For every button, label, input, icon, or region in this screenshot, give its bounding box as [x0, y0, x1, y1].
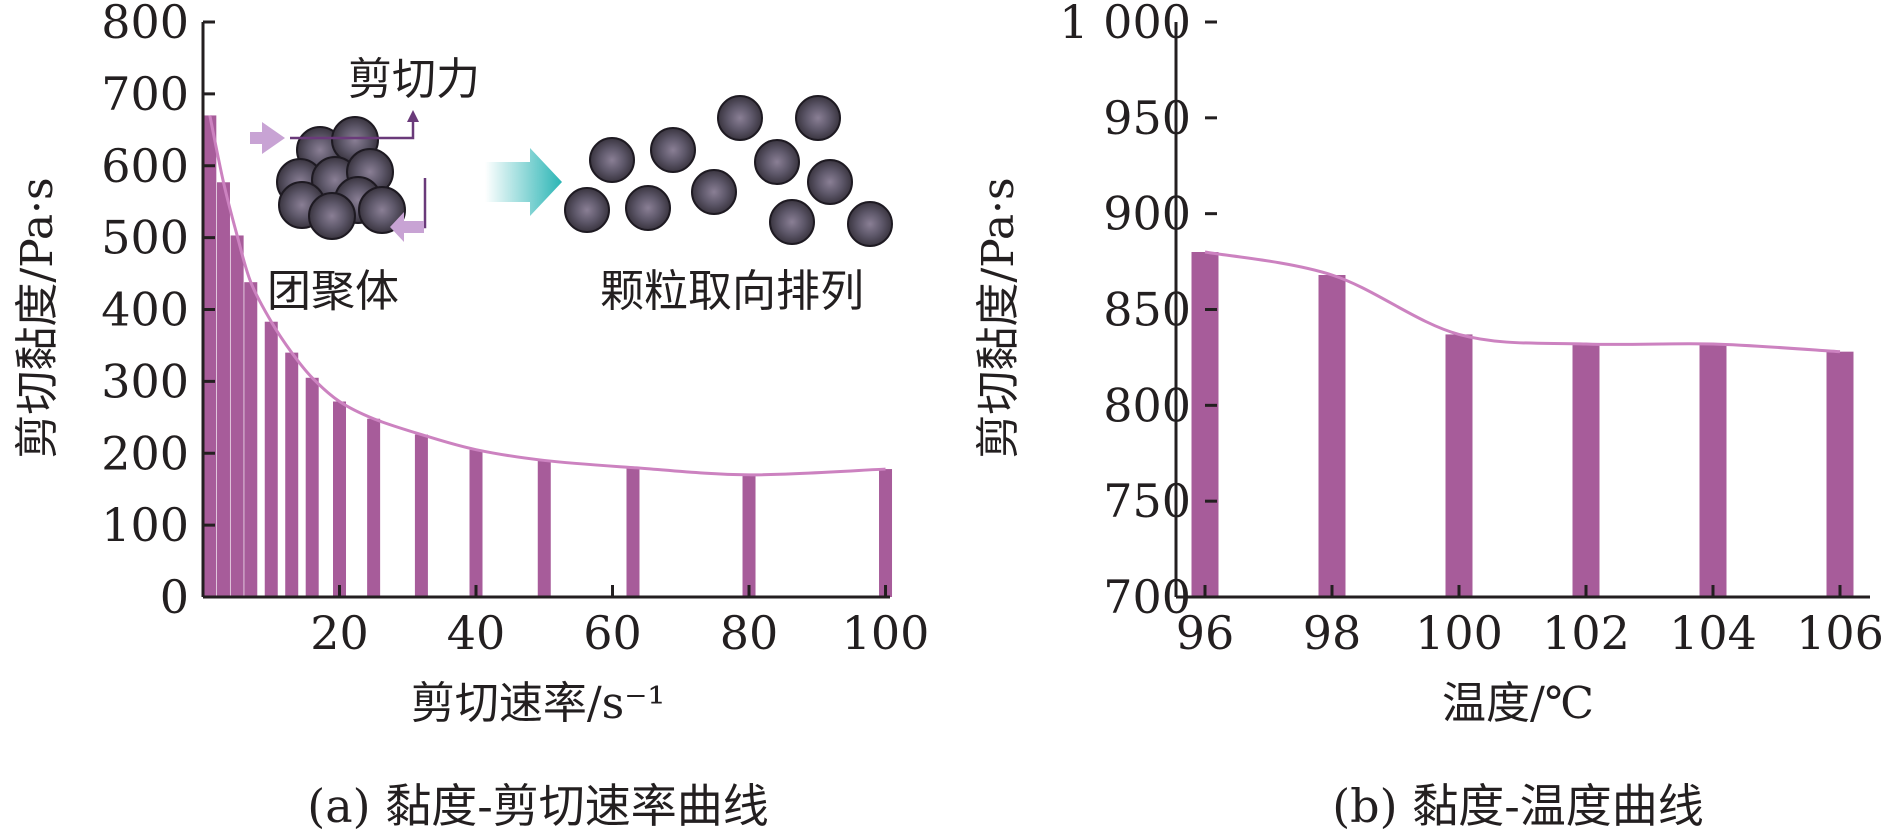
panel-a-inset: 剪切力 团聚体 — [250, 54, 893, 317]
bar — [333, 401, 347, 597]
bar — [305, 377, 319, 597]
bar — [414, 434, 428, 597]
y-tick-label: 200 — [101, 426, 189, 480]
panel-b-y-axis-label: 剪切黏度/Pa·s — [973, 177, 1024, 458]
panel-a: 0 100 200 300 400 500 600 700 800 20 40 60 80 100 剪切… — [12, 0, 929, 833]
bar — [537, 460, 551, 597]
bar — [230, 235, 244, 597]
bar — [1699, 344, 1727, 597]
x-tick-label: 40 — [447, 606, 506, 660]
panel-a-x-ticks: 20 40 60 80 100 — [310, 585, 929, 660]
inset-shear-force-label: 剪切力 — [348, 54, 480, 105]
y-tick-label: 0 — [160, 570, 189, 624]
panel-b: 700 750 800 850 900 950 1 000 96 98 100 102 104 106… — [973, 0, 1884, 833]
panel-b-x-axis-label: 温度/℃ — [1442, 678, 1594, 729]
panel-b-bars — [1191, 252, 1854, 597]
y-tick-label: 500 — [101, 211, 189, 265]
bar — [285, 352, 299, 597]
x-tick-label: 98 — [1303, 606, 1362, 660]
y-tick-label: 1 000 — [1059, 0, 1191, 49]
bar — [1445, 334, 1473, 597]
x-tick-label: 102 — [1542, 606, 1630, 660]
bar — [264, 321, 278, 597]
x-tick-label: 60 — [583, 606, 642, 660]
y-tick-label: 900 — [1103, 187, 1191, 241]
aggregate-illustration — [250, 110, 427, 242]
panel-a-y-ticks: 0 100 200 300 400 500 600 700 800 — [101, 0, 215, 624]
bar — [1318, 275, 1346, 597]
x-tick-label: 106 — [1796, 606, 1884, 660]
x-tick-label: 104 — [1669, 606, 1757, 660]
y-tick-label: 700 — [101, 67, 189, 121]
y-tick-label: 850 — [1103, 283, 1191, 337]
bar — [216, 182, 230, 597]
transition-arrow-icon — [485, 148, 562, 216]
y-tick-label: 600 — [101, 139, 189, 193]
bar — [1191, 252, 1219, 597]
y-tick-label: 750 — [1103, 474, 1191, 528]
bar — [203, 115, 217, 597]
panel-a-y-axis-label: 剪切黏度/Pa·s — [12, 177, 63, 458]
panel-b-caption: (b) 黏度-温度曲线 — [1332, 779, 1704, 833]
bar — [244, 282, 258, 597]
bar — [742, 474, 756, 597]
x-tick-label: 100 — [1415, 606, 1503, 660]
panel-a-bars — [203, 115, 893, 597]
y-tick-label: 300 — [101, 354, 189, 408]
y-tick-label: 800 — [1103, 378, 1191, 432]
panel-a-caption: (a) 黏度-剪切速率曲线 — [307, 779, 768, 833]
y-tick-label: 400 — [101, 283, 189, 337]
bar — [367, 418, 381, 597]
y-tick-label: 100 — [101, 498, 189, 552]
bar — [1572, 344, 1600, 597]
panel-b-y-ticks: 700 750 800 850 900 950 1 000 — [1059, 0, 1217, 624]
x-tick-label: 80 — [720, 606, 779, 660]
panel-b-viscosity-curve — [1204, 250, 1841, 354]
bar — [1826, 351, 1854, 597]
bar — [879, 469, 893, 597]
y-tick-label: 700 — [1103, 570, 1191, 624]
inset-aligned-particles-label: 颗粒取向排列 — [600, 266, 864, 317]
y-tick-label: 800 — [101, 0, 189, 49]
panel-b-x-ticks: 96 98 100 102 104 106 — [1176, 585, 1884, 660]
x-tick-label: 20 — [310, 606, 369, 660]
x-tick-label: 100 — [842, 606, 930, 660]
y-tick-label: 950 — [1103, 91, 1191, 145]
panel-a-x-axis-label: 剪切速率/s⁻¹ — [411, 678, 665, 729]
inset-aggregate-label: 团聚体 — [267, 266, 399, 317]
bar — [626, 467, 640, 597]
x-tick-label: 96 — [1176, 606, 1235, 660]
aligned-particles-illustration — [564, 95, 893, 247]
panel-a-viscosity-curve — [208, 115, 886, 477]
bar — [469, 449, 483, 597]
